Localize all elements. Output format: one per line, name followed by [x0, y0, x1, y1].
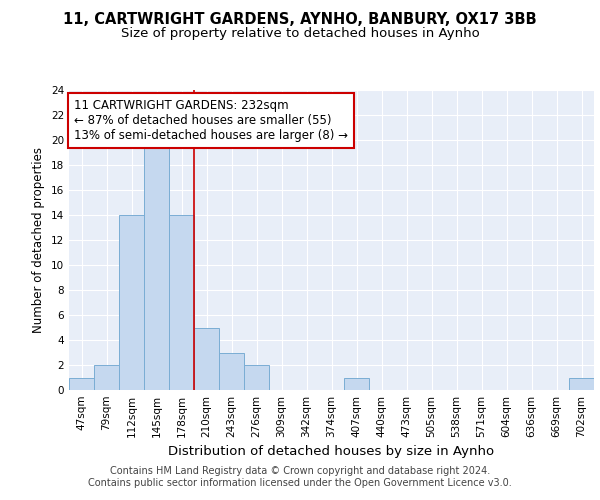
Bar [169, 215, 194, 390]
Bar [344, 378, 369, 390]
Text: Contains HM Land Registry data © Crown copyright and database right 2024.
Contai: Contains HM Land Registry data © Crown c… [88, 466, 512, 487]
Bar [94, 365, 119, 390]
Y-axis label: Number of detached properties: Number of detached properties [32, 147, 46, 333]
Text: Size of property relative to detached houses in Aynho: Size of property relative to detached ho… [121, 26, 479, 40]
Bar [194, 328, 219, 390]
X-axis label: Distribution of detached houses by size in Aynho: Distribution of detached houses by size … [169, 446, 494, 458]
Text: 11 CARTWRIGHT GARDENS: 232sqm
← 87% of detached houses are smaller (55)
13% of s: 11 CARTWRIGHT GARDENS: 232sqm ← 87% of d… [74, 99, 348, 142]
Bar [144, 140, 169, 390]
Bar [69, 378, 94, 390]
Bar [119, 215, 144, 390]
Bar [219, 352, 244, 390]
Bar [244, 365, 269, 390]
Text: 11, CARTWRIGHT GARDENS, AYNHO, BANBURY, OX17 3BB: 11, CARTWRIGHT GARDENS, AYNHO, BANBURY, … [63, 12, 537, 28]
Bar [569, 378, 594, 390]
